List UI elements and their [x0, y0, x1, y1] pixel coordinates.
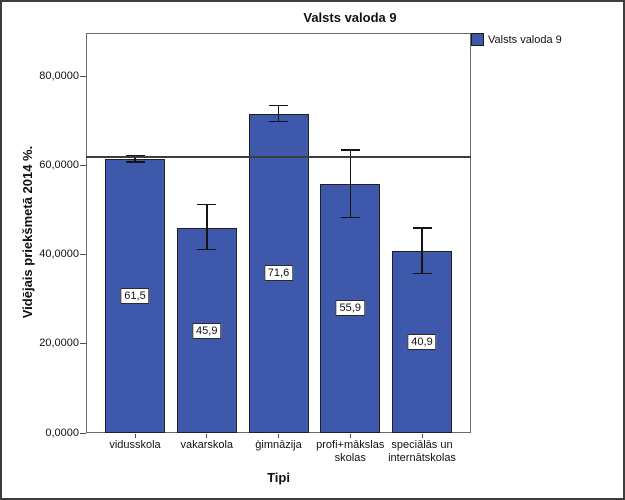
y-tick-label: 0,0000 [45, 426, 79, 439]
x-tick-mark [349, 434, 351, 438]
category-label: profi+mākslas skolas [316, 439, 385, 464]
error-bar-cap-top [340, 149, 360, 151]
y-tick-label: 40,0000 [39, 248, 79, 261]
error-bar-line [349, 149, 351, 218]
legend-swatch-icon [471, 33, 484, 46]
error-bar-cap-bottom [125, 161, 145, 163]
y-axis-title: Vidējais priekšmetā 2014 %. [20, 145, 35, 319]
bar-value-label: 45,9 [192, 322, 222, 339]
x-tick-mark [134, 434, 136, 438]
error-bar-cap-top [197, 203, 217, 206]
bar-value-label: 40,9 [407, 333, 437, 350]
error-bar-line [206, 204, 208, 250]
bar-value-label: 71,6 [263, 265, 294, 282]
y-tick-label: 20,0000 [39, 337, 79, 350]
bar-value-label: 55,9 [335, 300, 365, 317]
category-label: vidusskola [109, 439, 161, 451]
y-tick-mark [80, 164, 86, 166]
category-label: ģimnāzija [255, 439, 302, 451]
error-bar-cap-top [269, 104, 288, 107]
y-tick-label: 60,0000 [39, 158, 79, 171]
legend-label: Valsts valoda 9 [488, 33, 562, 46]
error-bar-cap-bottom [197, 248, 217, 251]
error-bar-cap-bottom [269, 120, 288, 123]
error-bar-line [277, 105, 280, 122]
error-bar-line [134, 155, 136, 162]
x-tick-mark [206, 434, 208, 438]
x-axis-title: Tipi [267, 470, 290, 485]
y-tick-mark [80, 75, 86, 77]
error-bar-line [421, 227, 423, 274]
category-label: speciālās un internātskolas [388, 439, 456, 464]
bar-value-label: 61,5 [120, 287, 150, 304]
chart-title: Valsts valoda 9 [303, 10, 397, 25]
legend: Valsts valoda 9 [471, 33, 562, 46]
error-bar-cap-bottom [340, 216, 360, 219]
reference-line [86, 155, 471, 158]
y-tick-mark [80, 254, 86, 256]
y-tick-mark [80, 343, 86, 345]
x-tick-mark [278, 434, 279, 438]
y-tick-mark [80, 432, 86, 434]
x-tick-mark [421, 434, 423, 438]
error-bar-cap-bottom [412, 272, 432, 275]
error-bar-cap-top [412, 227, 432, 229]
category-label: vakarskola [180, 439, 234, 451]
y-tick-label: 80,0000 [39, 69, 79, 82]
